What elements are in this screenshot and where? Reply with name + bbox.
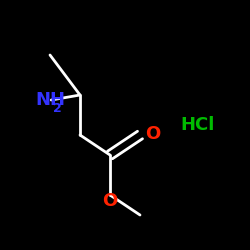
Text: O: O — [102, 192, 118, 210]
Text: 2: 2 — [53, 102, 62, 116]
Text: HCl: HCl — [180, 116, 214, 134]
Text: NH: NH — [35, 91, 65, 109]
Text: O: O — [145, 125, 160, 143]
